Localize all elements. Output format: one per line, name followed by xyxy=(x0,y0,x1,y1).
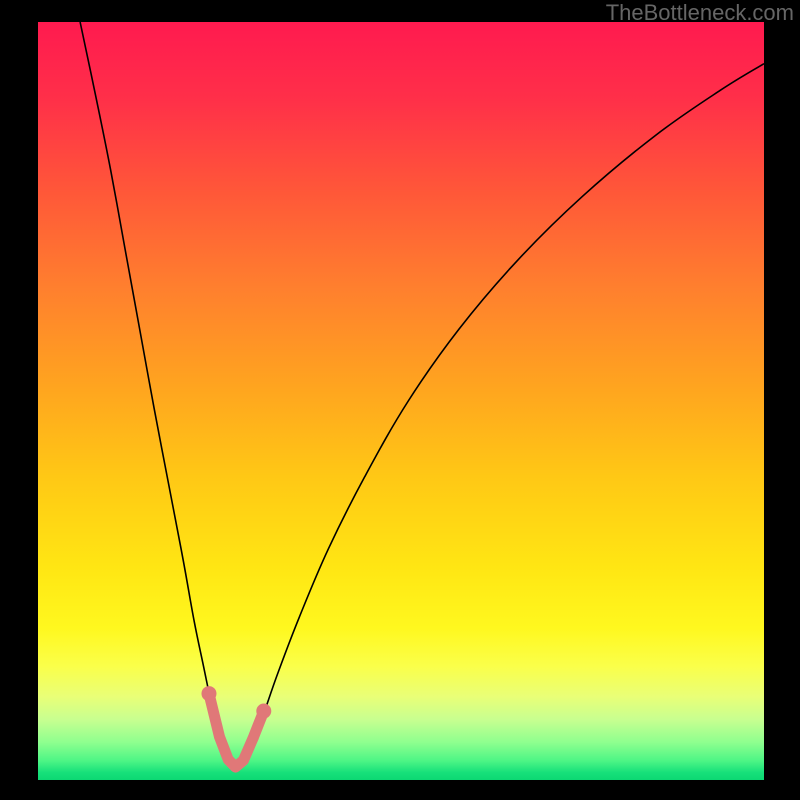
dip-endpoint-dot xyxy=(201,686,216,701)
watermark-text: TheBottleneck.com xyxy=(606,0,794,26)
chart-svg xyxy=(38,22,764,780)
dip-endpoint-dot xyxy=(256,704,271,719)
chart-plot-area xyxy=(38,22,764,780)
